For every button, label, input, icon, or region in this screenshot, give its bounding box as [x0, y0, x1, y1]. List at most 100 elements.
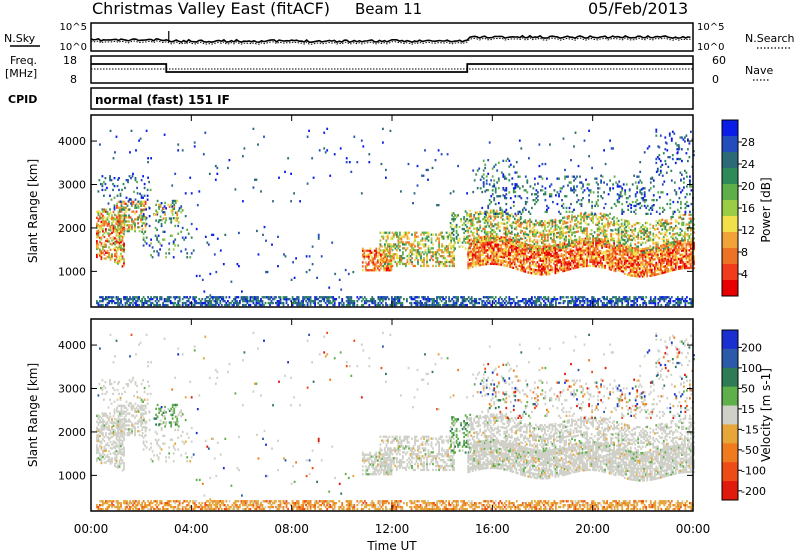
power-cell: [170, 217, 172, 219]
power-cell: [662, 211, 664, 213]
power-cell: [408, 232, 410, 234]
power-cell: [559, 247, 561, 249]
nsearch-label: N.Search: [745, 32, 795, 45]
power-cell: [108, 202, 110, 204]
power-cell: [584, 213, 586, 215]
power-cell: [506, 241, 508, 243]
power-cell: [491, 223, 493, 225]
power-cell: [483, 173, 485, 175]
power-cell: [521, 238, 523, 240]
power-cell: [573, 191, 575, 193]
power-cell: [684, 237, 686, 239]
power-cell: [579, 244, 581, 246]
power-cell: [537, 241, 539, 243]
power-cell: [497, 224, 499, 226]
power-cell: [105, 296, 107, 298]
power-cell: [165, 298, 167, 300]
power-cell: [588, 245, 590, 247]
power-cell: [405, 265, 407, 267]
power-cell: [119, 262, 121, 264]
power-cell: [685, 207, 687, 209]
power-cell: [601, 238, 603, 240]
power-cell: [441, 232, 443, 234]
power-cell: [380, 232, 382, 234]
power-cell: [153, 250, 155, 252]
power-cell: [161, 244, 163, 246]
power-cell: [503, 219, 505, 221]
power-cell: [561, 199, 563, 201]
power-cell: [129, 208, 131, 210]
power-cell: [101, 254, 103, 256]
chart-title: Christmas Valley East (fitACF): [92, 0, 330, 18]
power-cell: [663, 209, 665, 211]
power-cell: [511, 213, 513, 215]
power-cell: [453, 255, 455, 257]
power-cell: [405, 243, 407, 245]
power-cell: [143, 239, 145, 241]
power-cell: [579, 266, 581, 268]
power-cell: [562, 229, 564, 231]
power-cell: [469, 247, 471, 249]
power-cell: [198, 298, 200, 300]
power-cell: [592, 221, 594, 223]
power-cell: [600, 242, 602, 244]
power-cell: [686, 172, 688, 174]
power-cell: [447, 236, 449, 238]
power-cell: [146, 242, 148, 244]
power-cell: [557, 191, 559, 193]
power-cell: [667, 238, 669, 240]
power-cell: [112, 183, 114, 185]
power-cell: [490, 217, 492, 219]
power-cell: [686, 201, 688, 203]
power-cell: [164, 214, 166, 216]
power-cell: [467, 222, 469, 224]
power-cell: [453, 212, 455, 214]
power-cell: [664, 226, 666, 228]
power-cell: [597, 205, 599, 207]
power-cell: [530, 185, 532, 187]
power-cell: [691, 185, 693, 187]
power-cell: [363, 257, 365, 259]
power-cell: [535, 247, 537, 249]
power-cell: [495, 189, 497, 191]
power-cell: [443, 251, 445, 253]
power-cell: [690, 214, 692, 216]
power-cell: [635, 181, 637, 183]
power-cell: [459, 226, 461, 228]
power-cell: [520, 197, 522, 199]
power-cell: [407, 241, 409, 243]
power-cell: [633, 211, 635, 213]
power-cell: [529, 224, 531, 226]
power-cell: [649, 231, 651, 233]
power-cell: [594, 231, 596, 233]
power-cell: [103, 195, 105, 197]
power-cell: [490, 215, 492, 217]
power-cell: [526, 243, 528, 245]
power-cell: [188, 304, 190, 306]
power-cell: [534, 183, 536, 185]
power-cell: [495, 191, 497, 193]
power-cell: [168, 248, 170, 250]
power-cell: [132, 304, 134, 306]
power-cell: [564, 178, 566, 180]
power-cell: [505, 209, 507, 211]
power-cell: [635, 195, 637, 197]
power-cell: [135, 296, 137, 298]
power-cell: [586, 231, 588, 233]
power-cell: [459, 240, 461, 242]
power-cell: [420, 253, 422, 255]
power-cell: [691, 203, 693, 205]
power-cell: [689, 179, 691, 181]
power-cell: [664, 245, 666, 247]
power-cell: [170, 296, 172, 298]
power-cell: [387, 253, 389, 255]
power-cell: [185, 248, 187, 250]
power-cell: [99, 231, 101, 233]
power-cell: [621, 195, 623, 197]
power-cell: [399, 245, 401, 247]
power-cell: [617, 199, 619, 201]
power-cell: [644, 205, 646, 207]
power-cell: [186, 252, 188, 254]
power-cell: [687, 243, 689, 245]
power-cell: [571, 240, 573, 242]
